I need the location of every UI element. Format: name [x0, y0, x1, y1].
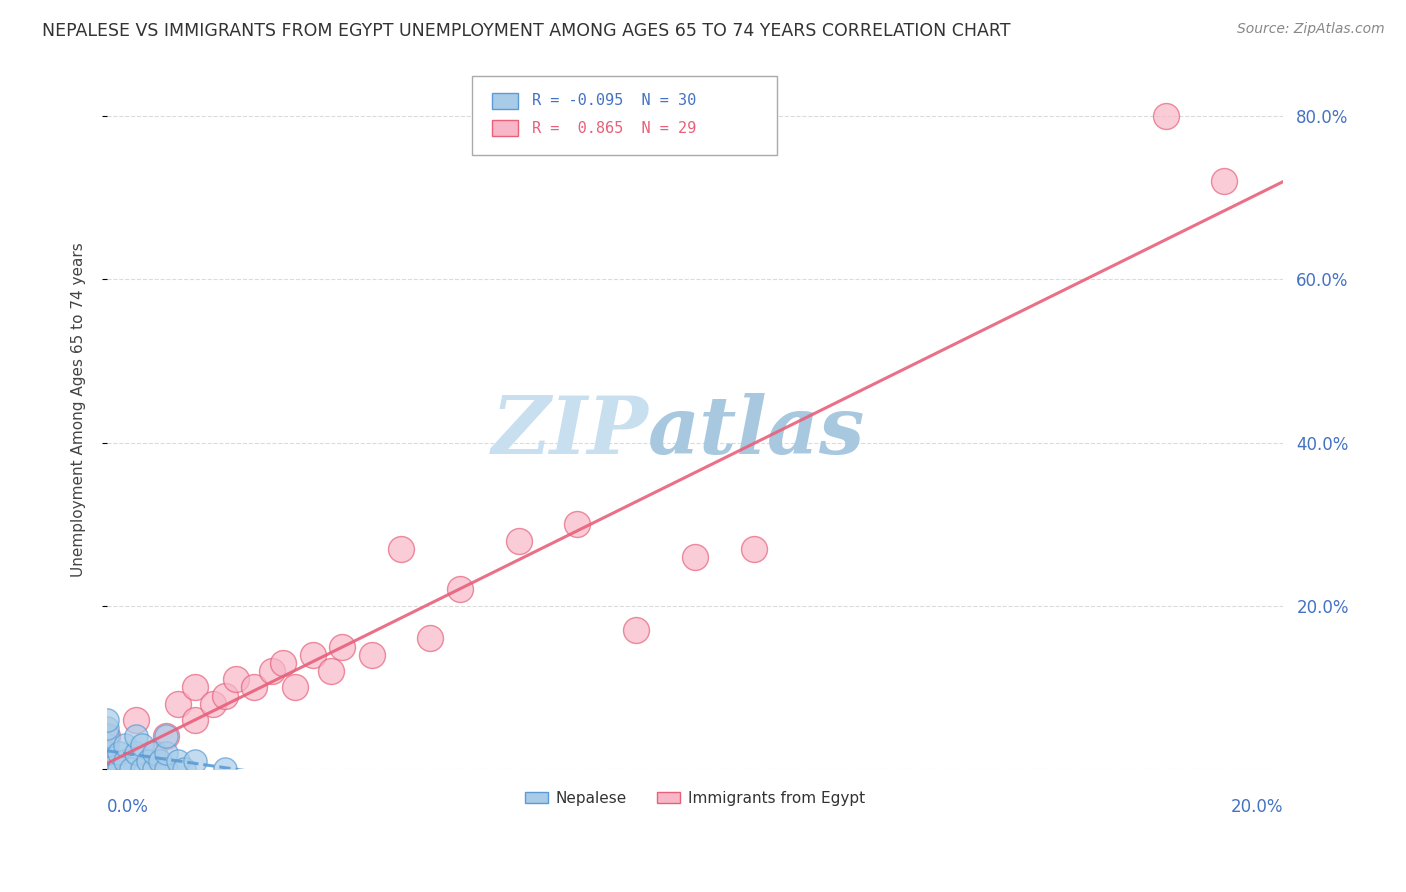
Point	[449, 582, 471, 597]
Point	[284, 681, 307, 695]
Text: 20.0%: 20.0%	[1230, 797, 1284, 816]
Point	[302, 648, 325, 662]
Point	[1154, 109, 1177, 123]
Text: ZIP: ZIP	[491, 392, 648, 470]
Text: R = -0.095  N = 30: R = -0.095 N = 30	[531, 94, 696, 109]
Point	[243, 681, 266, 695]
Text: 0.0%: 0.0%	[107, 797, 149, 816]
Point	[114, 754, 136, 768]
Point	[96, 713, 118, 727]
Point	[389, 541, 412, 556]
Text: R =  0.865  N = 29: R = 0.865 N = 29	[531, 120, 696, 136]
Point	[173, 762, 195, 776]
FancyBboxPatch shape	[471, 76, 778, 155]
Point	[131, 738, 153, 752]
Point	[96, 721, 118, 735]
Bar	[492, 93, 517, 109]
Point	[567, 517, 589, 532]
Point	[143, 762, 166, 776]
Point	[108, 746, 131, 760]
Point	[96, 762, 118, 776]
Point	[184, 681, 207, 695]
Text: atlas: atlas	[648, 392, 866, 470]
Point	[149, 754, 172, 768]
Point	[96, 746, 118, 760]
Point	[273, 656, 295, 670]
Point	[184, 754, 207, 768]
Point	[155, 730, 177, 744]
Point	[143, 746, 166, 760]
Point	[96, 738, 118, 752]
Point	[155, 762, 177, 776]
Text: Source: ZipAtlas.com: Source: ZipAtlas.com	[1237, 22, 1385, 37]
Point	[155, 746, 177, 760]
Point	[136, 754, 159, 768]
Point	[155, 730, 177, 744]
Text: NEPALESE VS IMMIGRANTS FROM EGYPT UNEMPLOYMENT AMONG AGES 65 TO 74 YEARS CORRELA: NEPALESE VS IMMIGRANTS FROM EGYPT UNEMPL…	[42, 22, 1011, 40]
Legend: Nepalese, Immigrants from Egypt: Nepalese, Immigrants from Egypt	[519, 784, 872, 812]
Bar	[492, 120, 517, 136]
Point	[120, 762, 142, 776]
Point	[1213, 174, 1236, 188]
Point	[260, 664, 283, 678]
Point	[214, 689, 236, 703]
Point	[96, 730, 118, 744]
Point	[96, 754, 118, 768]
Point	[184, 713, 207, 727]
Point	[125, 730, 148, 744]
Y-axis label: Unemployment Among Ages 65 to 74 years: Unemployment Among Ages 65 to 74 years	[72, 243, 86, 577]
Point	[201, 697, 224, 711]
Point	[626, 624, 648, 638]
Point	[143, 746, 166, 760]
Point	[683, 549, 706, 564]
Point	[166, 754, 188, 768]
Point	[96, 762, 118, 776]
Point	[319, 664, 342, 678]
Point	[114, 738, 136, 752]
Point	[96, 762, 118, 776]
Point	[125, 746, 148, 760]
Point	[125, 713, 148, 727]
Point	[742, 541, 765, 556]
Point	[96, 754, 118, 768]
Point	[131, 762, 153, 776]
Point	[96, 730, 118, 744]
Point	[108, 762, 131, 776]
Point	[96, 746, 118, 760]
Point	[166, 697, 188, 711]
Point	[419, 632, 441, 646]
Point	[360, 648, 382, 662]
Point	[508, 533, 530, 548]
Point	[330, 640, 353, 654]
Point	[225, 673, 247, 687]
Point	[214, 762, 236, 776]
